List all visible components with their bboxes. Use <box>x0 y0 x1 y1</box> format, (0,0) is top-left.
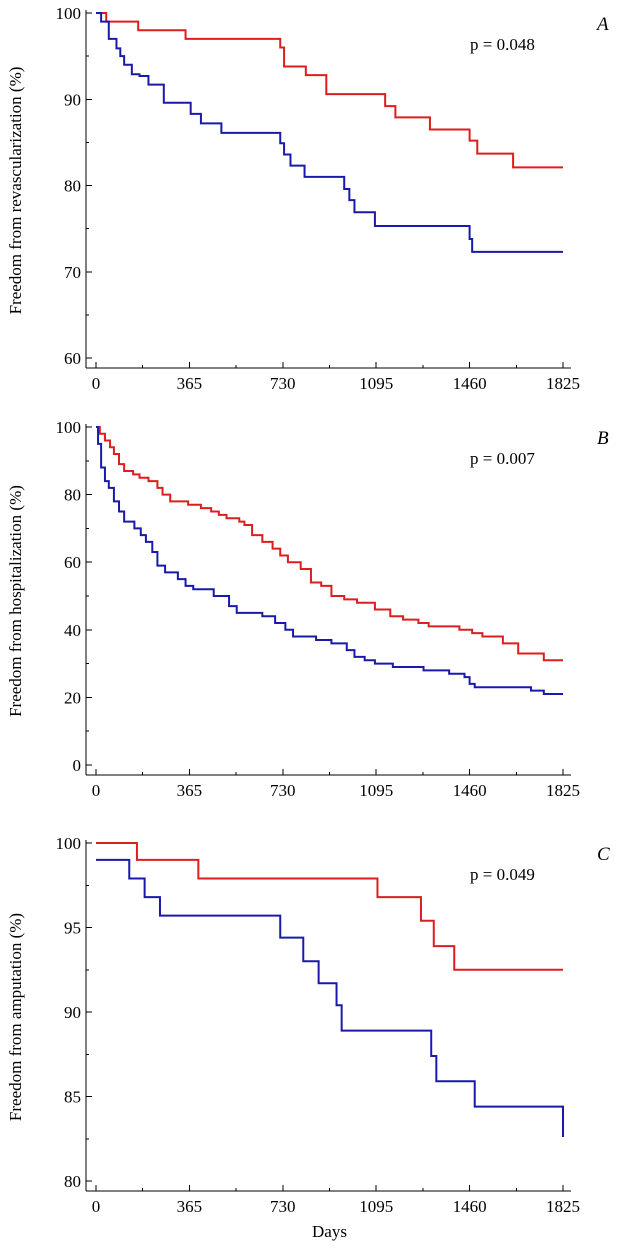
series-blue-curve <box>96 858 564 1138</box>
x-axis-label: Days <box>312 1222 347 1241</box>
chart-panel-c: 80 85 90 95 100 0 365 730 1095 1460 1825 Freedom fr… <box>6 834 610 1241</box>
y-tick-label: 70 <box>64 263 81 282</box>
chart-panel-a: 60 70 80 90 100 0 365 730 1095 1460 1825 Freedom fr… <box>6 4 609 393</box>
y-tick-label: 90 <box>64 1003 81 1022</box>
y-axis-label: Freedom from hospitalization (%) <box>6 485 25 717</box>
chart-panel-b: 0 20 40 60 80 100 0 365 730 1095 1460 1825 Freedom f… <box>6 418 609 800</box>
panel-label: B <box>597 428 609 449</box>
x-tick-label: 730 <box>270 374 296 393</box>
p-value-annotation: p = 0.007 <box>470 449 535 468</box>
y-axis-label: Freedom from revascularization (%) <box>6 67 25 315</box>
x-tick-label: 1460 <box>453 374 487 393</box>
x-tick-label: 0 <box>92 781 101 800</box>
y-tick-label: 85 <box>64 1088 81 1107</box>
y-tick-label: 80 <box>64 486 81 505</box>
series-blue-curve <box>96 12 563 253</box>
series-red-curve <box>96 842 563 971</box>
series-red-curve <box>96 12 563 169</box>
x-tick-label: 1095 <box>359 1197 393 1216</box>
y-axis-label: Freedom from amputation (%) <box>6 913 25 1121</box>
y-tick-label: 80 <box>64 1172 81 1191</box>
x-tick-label: 1825 <box>546 1197 580 1216</box>
x-tick-label: 730 <box>270 781 296 800</box>
x-tick-label: 0 <box>92 1197 101 1216</box>
panel-label: A <box>595 14 609 35</box>
x-tick-label: 365 <box>177 374 203 393</box>
y-tick-label: 100 <box>56 4 82 23</box>
x-tick-label: 1825 <box>546 374 580 393</box>
x-tick-label: 1095 <box>359 374 393 393</box>
p-value-annotation: p = 0.049 <box>470 865 535 884</box>
x-tick-label: 1825 <box>546 781 580 800</box>
y-tick-label: 0 <box>73 756 82 775</box>
x-tick-label: 0 <box>92 374 101 393</box>
y-tick-label: 80 <box>64 177 81 196</box>
x-tick-label: 730 <box>270 1197 296 1216</box>
x-tick-label: 365 <box>177 1197 203 1216</box>
y-tick-label: 90 <box>64 90 81 109</box>
x-tick-label: 1095 <box>359 781 393 800</box>
x-tick-label: 1460 <box>453 1197 487 1216</box>
y-tick-label: 95 <box>64 919 81 938</box>
x-tick-label: 1460 <box>453 781 487 800</box>
y-tick-label: 20 <box>64 688 81 707</box>
series-blue-curve <box>96 426 563 696</box>
y-tick-label: 40 <box>64 621 81 640</box>
y-tick-label: 60 <box>64 349 81 368</box>
panel-label: C <box>597 844 610 865</box>
x-tick-label: 365 <box>177 781 203 800</box>
y-tick-label: 100 <box>56 418 82 437</box>
y-tick-label: 100 <box>56 834 82 853</box>
p-value-annotation: p = 0.048 <box>470 35 535 54</box>
series-red-curve <box>96 426 563 662</box>
y-tick-label: 60 <box>64 553 81 572</box>
